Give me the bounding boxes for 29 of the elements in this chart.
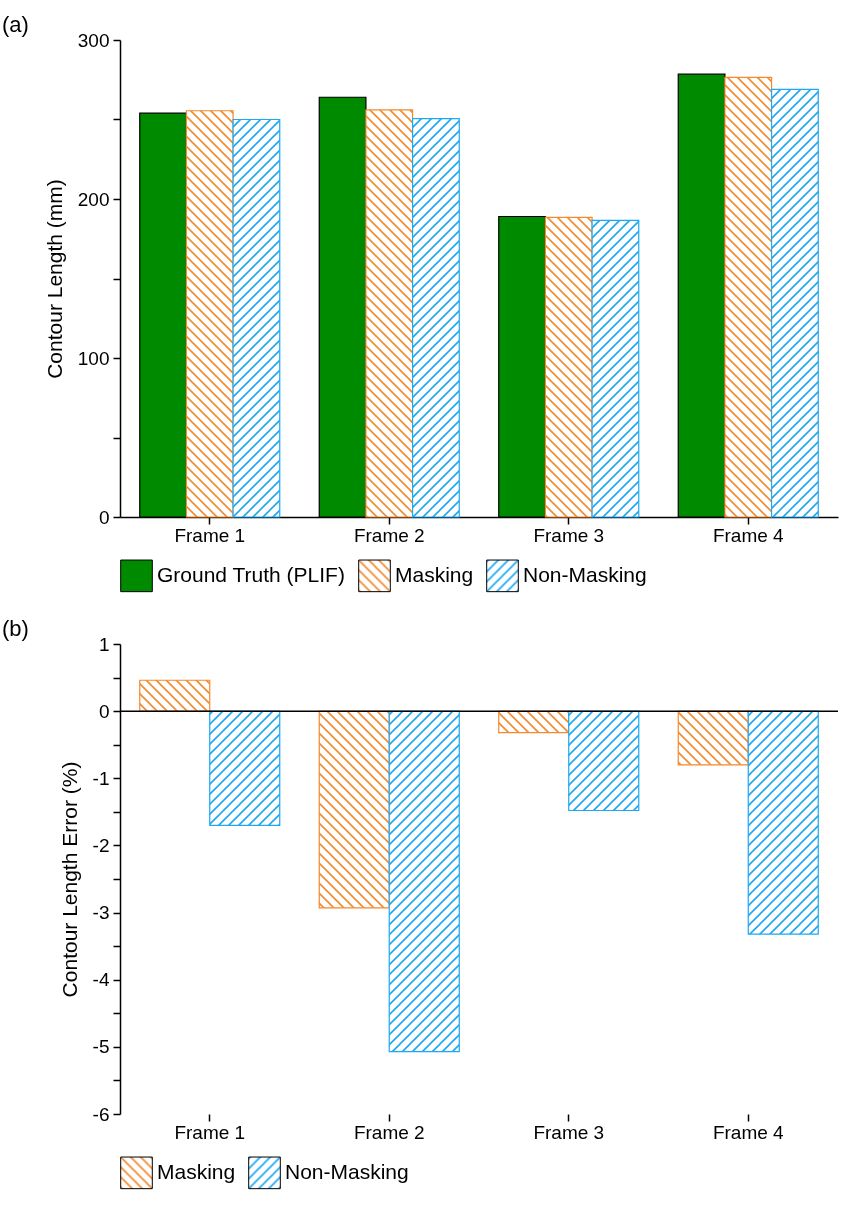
legend-label: Ground Truth (PLIF)	[157, 562, 345, 586]
y-tick-label: 0	[98, 700, 110, 722]
x-tick-label: Frame 3	[533, 1121, 605, 1143]
x-tick-label: Frame 1	[174, 524, 246, 546]
legend-label: Non-Masking	[523, 562, 647, 586]
x-tick-label: Frame 2	[353, 1121, 425, 1143]
legend-label: Non-Masking	[285, 1159, 409, 1183]
y-tick-label: -2	[92, 834, 110, 856]
y-tick-label: -3	[92, 902, 110, 924]
legend-label: Masking	[157, 1159, 236, 1183]
x-tick-label: Frame 3	[533, 524, 605, 546]
x-tick-label: Frame 4	[712, 524, 785, 546]
legend-label: Masking	[395, 562, 474, 586]
y-tick-label: 300	[77, 29, 110, 51]
x-tick-label: Frame 1	[174, 1121, 246, 1143]
x-tick-label: Frame 4	[712, 1121, 785, 1143]
x-tick-label: Frame 2	[353, 524, 425, 546]
y-axis-title: Contour Length Error (%)	[57, 761, 81, 998]
chart-title: (b)	[2, 616, 29, 641]
y-tick-label: 0	[98, 506, 110, 528]
y-tick-label: 100	[77, 347, 110, 369]
y-tick-label: -5	[92, 1036, 110, 1058]
y-tick-label: -4	[92, 969, 110, 991]
chart-title: (a)	[2, 12, 29, 37]
y-tick-label: -1	[92, 767, 110, 789]
y-tick-label: -6	[92, 1103, 110, 1125]
y-tick-label: 1	[98, 633, 110, 655]
y-axis-title: Contour Length (mm)	[42, 179, 66, 379]
y-tick-label: 200	[77, 188, 110, 210]
